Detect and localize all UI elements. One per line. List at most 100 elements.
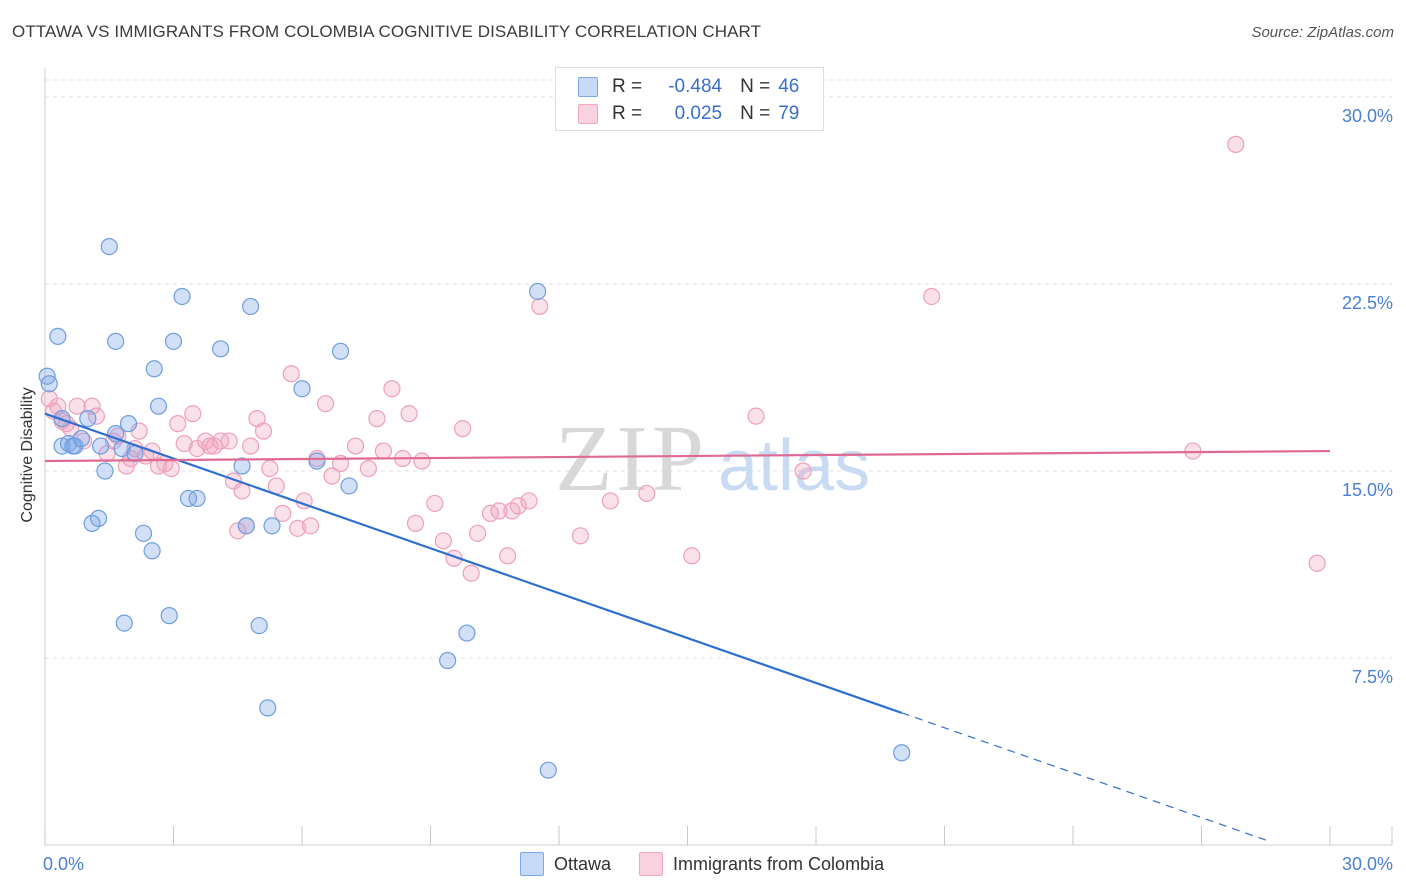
colombia-point <box>469 524 487 542</box>
colombia-point <box>162 459 180 478</box>
x-tick-label: 30.0% <box>1342 854 1393 874</box>
ottawa-point <box>212 340 230 358</box>
ottawa-point <box>173 287 191 306</box>
colombia-point <box>1227 135 1245 153</box>
source-label: Source: ZipAtlas.com <box>1251 24 1394 41</box>
trend-lines <box>44 412 1331 841</box>
watermark-zip: ZIP <box>555 407 708 511</box>
ottawa-point <box>160 607 178 625</box>
colombia-point <box>316 395 335 413</box>
watermark: ZIP atlas <box>555 407 870 511</box>
colombia-point <box>289 519 307 537</box>
watermark-atlas: atlas <box>718 426 870 506</box>
legend-row-colombia: R = 0.025 N = 79 <box>578 102 799 126</box>
ottawa-point <box>115 614 133 632</box>
colombia-point <box>413 452 431 470</box>
colombia-point <box>794 462 812 480</box>
legend-r-value: -0.484 <box>668 76 723 97</box>
colombia-point <box>406 514 425 532</box>
legend-n-label: N = <box>740 76 771 97</box>
colombia-point <box>359 459 377 478</box>
colombia-point <box>68 397 86 415</box>
colombia-point <box>462 564 480 582</box>
legend-label-ottawa: Ottawa <box>554 853 612 874</box>
colombia-point <box>169 415 187 433</box>
stats-legend: R = -0.484 N = 46 R = 0.025 N = 79 <box>555 67 824 131</box>
legend-n-value: 79 <box>778 103 800 124</box>
ottawa-point <box>233 457 251 475</box>
colombia-point <box>426 494 444 513</box>
colombia-point <box>201 437 219 455</box>
y-tick-label: 22.5% <box>1342 293 1393 313</box>
ottawa-point <box>263 517 281 535</box>
ottawa-point <box>149 397 168 415</box>
colombia-point <box>374 442 392 460</box>
colombia-point <box>454 420 472 438</box>
grid-lines <box>45 79 1392 659</box>
ottawa-point <box>145 360 163 378</box>
series-colombia-points <box>40 135 1326 582</box>
colombia-trend-line <box>44 449 1331 463</box>
colombia-point <box>282 365 300 383</box>
y-tick-label: 7.5% <box>1352 667 1393 687</box>
colombia-point <box>499 547 517 565</box>
ottawa-point <box>107 332 125 350</box>
series-legend: Ottawa Immigrants from Colombia <box>520 852 912 876</box>
legend-label-colombia: Immigrants from Colombia <box>673 853 885 874</box>
colombia-point <box>923 287 941 306</box>
colombia-point <box>434 532 452 550</box>
colombia-point <box>747 407 765 425</box>
colombia-point <box>571 527 590 545</box>
ottawa-point <box>242 297 260 316</box>
ottawa-point <box>308 452 326 470</box>
ottawa-point <box>143 542 161 560</box>
colombia-point <box>368 410 386 428</box>
legend-n-value: 46 <box>778 76 800 97</box>
colombia-point <box>229 522 247 540</box>
y-axis-label: Cognitive Disability <box>19 387 36 523</box>
ottawa-point <box>49 327 67 345</box>
colombia-point <box>274 504 292 522</box>
ottawa-point <box>188 489 206 508</box>
ottawa-point <box>528 282 547 301</box>
legend-row-ottawa: R = -0.484 N = 46 <box>578 75 799 99</box>
ottawa-point <box>164 332 183 350</box>
colombia-point <box>509 497 527 515</box>
colombia-point <box>383 380 401 398</box>
ottawa-point <box>293 380 311 398</box>
colombia-point <box>490 502 508 520</box>
legend-swatch-colombia <box>639 852 664 876</box>
chart-title: OTTAWA VS IMMIGRANTS FROM COLOMBIA COGNI… <box>12 22 762 41</box>
ottawa-point <box>893 744 911 762</box>
ottawa-point <box>96 462 114 480</box>
legend-swatch-colombia <box>578 104 598 124</box>
colombia-point <box>346 437 365 455</box>
colombia-point <box>323 467 341 485</box>
colombia-point <box>520 492 538 510</box>
ottawa-point <box>340 477 358 495</box>
tick-labels: 7.5% 15.0% 22.5% 30.0% 0.0% 30.0% <box>43 106 1393 874</box>
ottawa-point <box>439 651 457 670</box>
series-ottawa-points <box>38 238 911 779</box>
colombia-point <box>531 297 549 316</box>
ottawa-point <box>237 517 255 535</box>
ottawa-trend-line <box>44 412 903 714</box>
y-tick-label: 15.0% <box>1342 480 1393 500</box>
x-tick-label: 0.0% <box>43 854 84 874</box>
axes <box>44 68 1393 846</box>
ottawa-point <box>79 410 97 428</box>
ottawa-point <box>100 238 118 256</box>
ottawa-trend-extension <box>901 712 1266 841</box>
colombia-point <box>301 517 320 535</box>
y-tick-label: 30.0% <box>1342 106 1393 126</box>
ottawa-point <box>92 437 110 455</box>
ottawa-point <box>40 375 58 393</box>
ottawa-point <box>458 624 476 642</box>
colombia-point <box>261 459 279 478</box>
colombia-point <box>601 492 620 510</box>
legend-r-label: R = <box>612 103 643 124</box>
colombia-point <box>242 437 260 455</box>
colombia-point <box>254 422 273 440</box>
ottawa-point <box>119 415 138 433</box>
